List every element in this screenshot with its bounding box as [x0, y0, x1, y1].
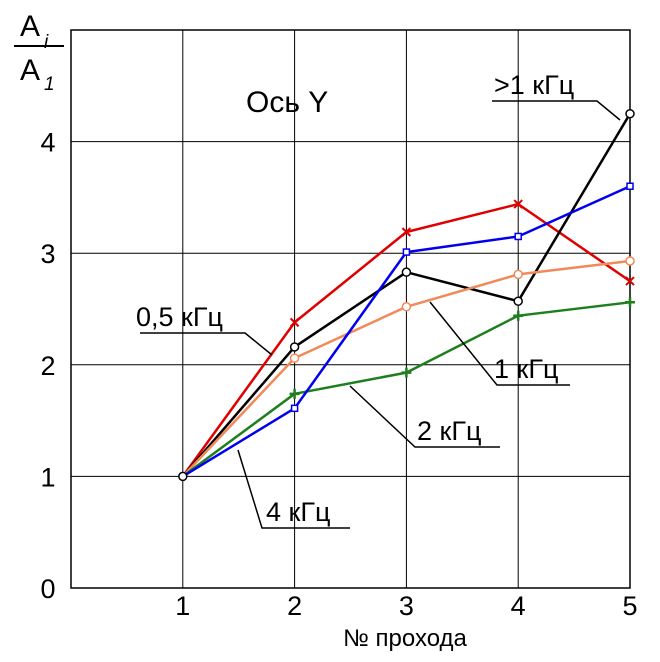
y-tick-label: 0	[40, 574, 55, 604]
ylabel-denominator-sub: 1	[44, 74, 55, 95]
y-tick-labels: 0 1 2 3 4	[40, 128, 55, 604]
leader-1khz	[429, 301, 570, 386]
legend-label-4khz: 4 кГц	[266, 497, 330, 527]
legend-label-05khz: 0,5 кГц	[136, 302, 223, 332]
x-tick-label: 1	[175, 591, 190, 621]
data-point	[513, 269, 523, 280]
legend-label-gt1khz: >1 кГц	[494, 70, 574, 100]
data-point	[626, 182, 634, 190]
data-point	[289, 388, 300, 399]
ylabel-numerator-sub: i	[44, 32, 49, 53]
series-group	[178, 108, 635, 482]
data-point	[514, 232, 522, 241]
data-point	[625, 297, 635, 308]
y-tick-label: 1	[40, 462, 55, 492]
y-tick-label: 2	[40, 351, 55, 381]
plot-frame	[70, 29, 631, 589]
y-tick-label: 4	[40, 128, 55, 158]
x-tick-label: 2	[287, 591, 302, 621]
data-point	[178, 471, 188, 482]
data-point	[289, 353, 300, 363]
data-point	[625, 276, 635, 286]
leader-gt1khz	[492, 100, 621, 121]
leader-4khz	[237, 449, 350, 529]
data-point	[290, 404, 299, 413]
ylabel-numerator: A	[20, 10, 40, 43]
data-point	[513, 310, 524, 321]
legend-label-1khz: 1 кГц	[494, 354, 558, 384]
x-tick-labels: 1 2 3 4 5	[175, 591, 637, 621]
data-point	[513, 199, 523, 209]
data-point	[401, 267, 412, 277]
data-point	[289, 342, 300, 352]
data-point	[401, 227, 412, 237]
ylabel-denominator: A	[20, 54, 40, 87]
x-tick-label: 4	[511, 591, 526, 621]
grid	[70, 29, 631, 589]
data-point	[289, 317, 300, 328]
data-point	[402, 248, 411, 256]
data-point	[401, 367, 412, 378]
legend-label-2khz: 2 кГц	[417, 416, 481, 446]
x-tick-label: 3	[399, 591, 414, 621]
x-axis-label: № прохода	[343, 625, 467, 652]
y-tick-label: 3	[40, 239, 55, 269]
callout-leaders	[140, 100, 621, 529]
x-tick-label: 5	[622, 591, 637, 621]
leader-05khz	[140, 332, 273, 356]
data-point	[625, 256, 635, 266]
leader-2khz	[349, 385, 500, 448]
data-point	[513, 296, 523, 306]
data-point	[401, 302, 412, 312]
data-point	[625, 108, 635, 119]
chart-title: Ось Y	[246, 86, 328, 119]
